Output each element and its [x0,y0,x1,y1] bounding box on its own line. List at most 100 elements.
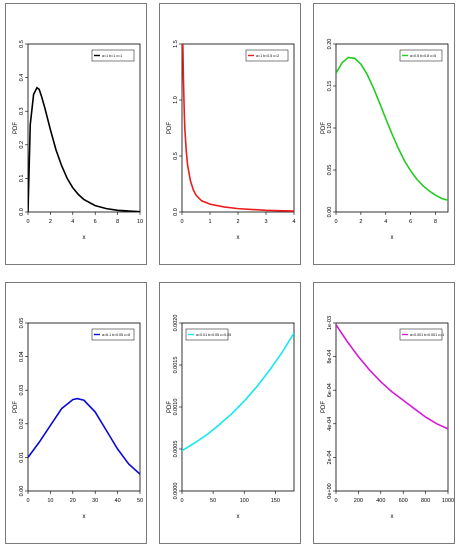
x-tick-label: 1000 [442,498,454,504]
y-tick-label: 0.0000 [173,483,179,500]
x-tick-label: 0 [26,498,29,504]
y-tick-label: 0.2 [19,141,25,149]
y-tick-label: 0.0010 [173,399,179,416]
x-tick-label: 3 [264,219,267,225]
x-axis-label: x [237,514,240,520]
pdf-chart-4: 0 10 20 30 40 50 0.00 0.01 0.02 0.03 0.04 0.05 x PDF a… [5,282,147,544]
legend-box [245,49,289,62]
y-tick-label: 1.5 [173,40,179,48]
plot-frame [335,322,449,492]
y-axis-label: PDF [167,122,173,134]
x-tick-label: 20 [70,498,76,504]
x-tick-label: 400 [376,498,385,504]
y-tick-label: 0.0015 [173,357,179,374]
y-tick-label: 0.10 [327,123,333,134]
chart-svg: 0 1 2 3 4 0.0 0.5 1.0 1.5 x PDF a=1 b=0.5 c=2 [167,40,296,241]
x-tick-label: 200 [354,498,363,504]
x-axis-label: x [83,514,86,520]
y-tick-label: 8e-04 [327,350,333,364]
y-tick-label: 0.0 [173,208,179,216]
x-tick-label: 8 [434,219,437,225]
y-tick-label: 0.05 [19,318,25,329]
y-axis-label: PDF [167,401,173,413]
y-axis-label: PDF [13,122,19,134]
chart-svg: 0 10 20 30 40 50 0.00 0.01 0.02 0.03 0.04 0.05 x PDF a… [13,318,143,520]
x-tick-label: 1 [208,219,211,225]
plot-frame [181,43,295,213]
x-tick-label: 10 [137,219,143,225]
x-tick-label: 4 [292,219,295,225]
legend-label: a=1 b=0.5 c=2 [256,54,279,58]
pdf-curve [28,397,140,475]
y-tick-label: 0.0005 [173,441,179,458]
legend-label: a=0.001 b=0.001 c=1 [410,333,444,337]
y-axis-label: PDF [321,122,327,134]
chart-svg: 0 50 100 150 0.0000 0.0005 0.0010 0.0015 0.0020 x… [167,315,295,520]
y-axis-label: PDF [321,401,327,413]
x-tick-label: 40 [115,498,121,504]
x-tick-label: 4 [71,219,74,225]
y-tick-label: 0.0020 [173,315,179,332]
legend-label: a=1 b=1 c=1 [102,54,122,58]
pdf-curve [336,324,448,430]
pdf-chart-5: 0 50 100 150 0.0000 0.0005 0.0010 0.0015 0.0020 x… [159,282,301,544]
plot-frame [335,43,449,213]
x-tick-label: 600 [399,498,408,504]
x-tick-label: 50 [137,498,143,504]
y-tick-label: 0.5 [19,40,25,48]
legend-box [185,328,229,341]
x-axis-label: x [83,235,86,241]
legend-label: a=0.5 b=0.8 c=5 [410,54,436,58]
x-tick-label: 0 [334,219,337,225]
x-tick-label: 2 [49,219,52,225]
y-tick-label: 0.02 [19,418,25,429]
x-tick-label: 0 [180,219,183,225]
x-tick-label: 6 [409,219,412,225]
x-axis-label: x [237,235,240,241]
x-tick-label: 800 [421,498,430,504]
legend-box [399,328,443,341]
chart-svg: 0 2 4 6 8 0.00 0.05 0.10 0.15 0.20 x PDF a=0.5 b=0.8… [321,39,449,241]
x-axis-label: x [391,514,394,520]
y-tick-label: 2e-04 [327,450,333,464]
y-tick-label: 0.04 [19,351,25,362]
y-tick-label: 0.01 [19,452,25,463]
y-tick-label: 0e+00 [327,483,333,498]
x-tick-label: 2 [359,219,362,225]
x-tick-label: 100 [240,498,249,504]
y-tick-label: 0.0 [19,208,25,216]
chart-svg: 0 200 400 600 800 1000 0e+00 2e-04 4e-04 6e-04 8e-… [321,316,454,520]
y-tick-label: 0.05 [327,165,333,176]
y-tick-label: 0.20 [327,39,333,50]
x-tick-label: 4 [384,219,387,225]
x-tick-label: 8 [116,219,119,225]
y-tick-label: 6e-04 [327,383,333,397]
y-tick-label: 0.00 [19,486,25,497]
pdf-curve [336,56,448,202]
legend-box [91,328,135,341]
y-tick-label: 4e-04 [327,417,333,431]
x-axis-label: x [391,235,394,241]
y-tick-label: 0.4 [19,74,25,82]
y-tick-label: 0.03 [19,385,25,396]
pdf-chart-6: 0 200 400 600 800 1000 0e+00 2e-04 4e-04 6e-04 8e-… [313,282,455,544]
x-tick-label: 50 [210,498,216,504]
x-tick-label: 2 [236,219,239,225]
plot-frame [27,322,141,492]
plot-frame [27,43,141,213]
y-tick-label: 0.00 [327,207,333,218]
x-tick-label: 0 [26,219,29,225]
y-tick-label: 0.3 [19,107,25,115]
legend-box [91,49,135,62]
pdf-curve [28,86,140,212]
pdf-curve [182,44,294,212]
chart-svg: 0 2 4 6 8 10 0.0 0.1 0.2 0.3 0.4 0.5 x PDF a=1 b=1 c=1 [13,40,143,241]
y-tick-label: 1.0 [173,96,179,104]
x-tick-label: 0 [334,498,337,504]
pdf-curve [182,332,294,452]
y-tick-label: 0.5 [173,152,179,160]
pdf-chart-3: 0 2 4 6 8 0.00 0.05 0.10 0.15 0.20 x PDF a=0.5 b=0.8… [313,3,455,265]
x-tick-label: 6 [94,219,97,225]
legend-label: a=0.01 b=0.05 c=0.25 [196,333,231,337]
pdf-chart-1: 0 2 4 6 8 10 0.0 0.1 0.2 0.3 0.4 0.5 x PDF a=1 b=1 c=1 [5,3,147,265]
